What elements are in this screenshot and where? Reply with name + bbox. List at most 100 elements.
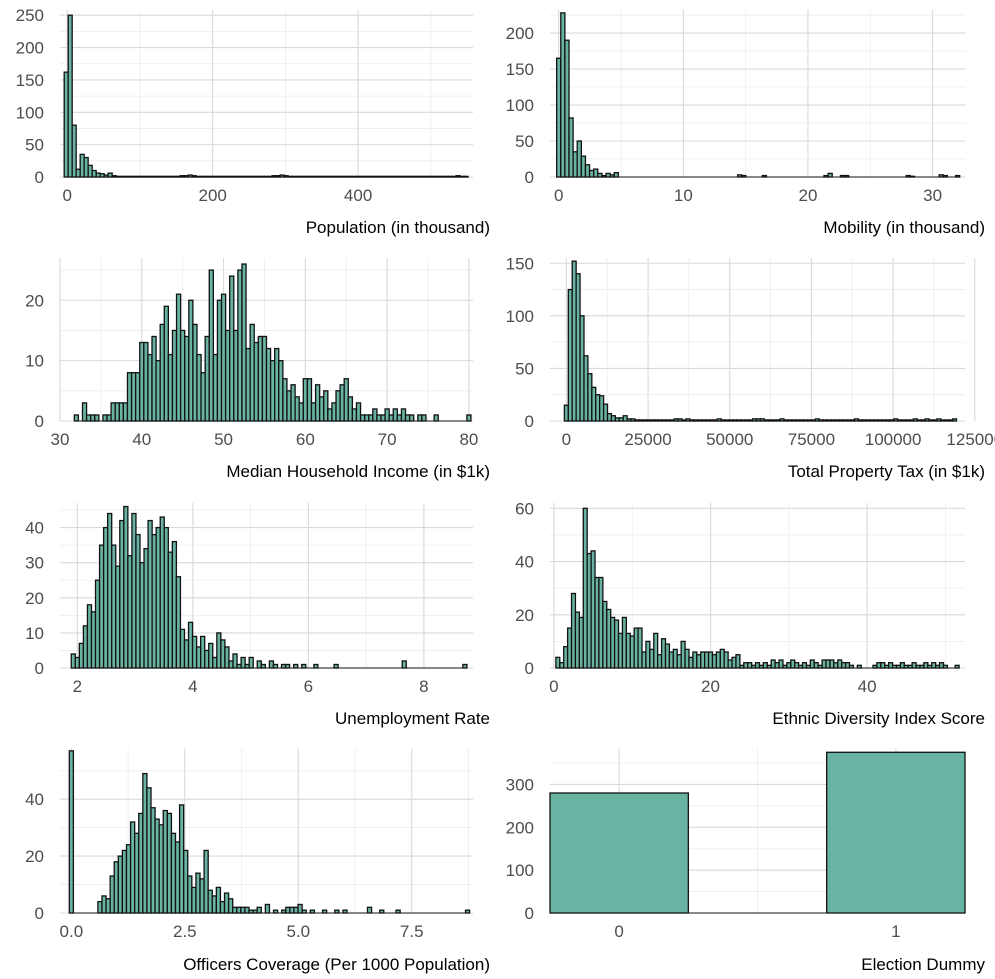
y-tick-label: 100 (16, 103, 44, 122)
histogram-bars (556, 12, 961, 178)
x-tick-label: 100000 (865, 430, 922, 449)
x-tick-label: 200 (199, 186, 227, 205)
x-tick-label: 2 (73, 677, 82, 696)
histogram-bars (68, 750, 471, 914)
histogram-bar (366, 906, 373, 914)
histogram-bar (94, 414, 100, 422)
x-axis-title: Total Property Tax (in $1k) (788, 462, 985, 481)
y-tick-label: 0 (525, 904, 534, 923)
x-axis-title: Election Dummy (861, 955, 985, 974)
histogram-bar (613, 172, 620, 178)
histogram-bar (248, 656, 254, 669)
histogram-bar (284, 663, 291, 669)
x-tick-label: 50 (214, 430, 233, 449)
x-axis-title: Median Household Income (in $1k) (226, 462, 490, 481)
x-tick-label: 8 (419, 677, 428, 696)
histogram-panel-8: 0 100 200 300 0 1 Election Dummy (506, 748, 985, 974)
x-tick-label: 0 (63, 186, 72, 205)
histogram-bars (73, 263, 472, 422)
x-tick-label: 50000 (706, 430, 753, 449)
y-tick-label: 0 (35, 904, 44, 923)
histogram-bar (292, 663, 299, 669)
histogram-bar (421, 414, 427, 422)
y-tick-label: 0 (525, 659, 534, 678)
y-tick-label: 40 (25, 790, 44, 809)
x-tick-label: 20 (701, 677, 720, 696)
y-tick-label: 150 (506, 254, 534, 273)
y-tick-label: 40 (515, 553, 534, 572)
y-tick-label: 50 (515, 132, 534, 151)
x-tick-label: 10 (674, 186, 693, 205)
x-tick-label: 0.0 (60, 922, 84, 941)
histogram-bars (549, 751, 966, 914)
x-tick-label: 1 (891, 922, 900, 941)
x-axis-title: Population (in thousand) (306, 218, 490, 237)
y-tick-label: 100 (506, 307, 534, 326)
x-tick-label: 7.5 (400, 922, 424, 941)
y-tick-label: 20 (25, 847, 44, 866)
y-tick-label: 20 (515, 606, 534, 625)
histogram-bar (433, 414, 439, 422)
histogram-bar (401, 660, 407, 669)
histogram-panel-6: 0 20 40 60 0 20 40 Ethnic Diversity Index Score (515, 499, 985, 728)
x-tick-label: 70 (378, 430, 397, 449)
histogram-bars (70, 505, 468, 669)
histogram-bar (462, 663, 468, 669)
x-tick-label: 75000 (788, 430, 835, 449)
histogram-panel-1: 0 50 100 150 200 250 0 200 400 Population (in tho… (16, 6, 490, 237)
histogram-bars (563, 260, 958, 422)
x-tick-label: 30 (923, 186, 942, 205)
x-tick-label: 125000 (946, 430, 995, 449)
y-tick-label: 50 (25, 136, 44, 155)
x-tick-label: 0 (554, 186, 563, 205)
histogram-bar (549, 792, 689, 914)
histogram-panel-5: 0 10 20 30 40 2 4 6 8 Unemployment Rate (25, 503, 490, 728)
y-tick-label: 100 (506, 96, 534, 115)
y-tick-label: 40 (25, 519, 44, 538)
x-tick-label: 400 (344, 186, 372, 205)
histogram-bar (260, 663, 266, 669)
histogram-bar (264, 903, 271, 914)
histogram-panel-7: 0 20 40 0.0 2.5 5.0 7.5 Officers Coverage (Per … (25, 748, 490, 974)
x-tick-label: 40 (858, 677, 877, 696)
x-tick-label: 30 (51, 430, 70, 449)
histogram-panel-3: 0 10 20 30 40 50 60 70 80 Median Household Income… (25, 258, 490, 481)
y-tick-label: 10 (25, 624, 44, 643)
histogram-bar (73, 414, 80, 422)
x-tick-label: 20 (799, 186, 818, 205)
histogram-panel-2: 0 50 100 150 200 0 10 20 30 Mobility (in thousand… (506, 10, 985, 237)
histogram-bar (408, 414, 415, 422)
y-tick-label: 10 (25, 352, 44, 371)
histogram-bar (68, 750, 75, 914)
y-tick-label: 0 (35, 659, 44, 678)
y-tick-label: 0 (525, 412, 534, 431)
histogram-bar (272, 663, 279, 669)
histogram-bar (301, 663, 307, 669)
x-tick-label: 0 (562, 430, 571, 449)
y-tick-label: 30 (25, 554, 44, 573)
y-tick-label: 0 (525, 168, 534, 187)
x-tick-label: 6 (304, 677, 313, 696)
y-tick-label: 0 (35, 168, 44, 187)
y-tick-label: 300 (506, 775, 534, 794)
x-tick-label: 25000 (624, 430, 671, 449)
x-axis-title: Unemployment Rate (335, 709, 490, 728)
x-tick-label: 80 (459, 430, 478, 449)
y-tick-label: 20 (25, 291, 44, 310)
x-tick-label: 0 (614, 922, 623, 941)
y-tick-label: 100 (506, 861, 534, 880)
y-tick-label: 200 (506, 24, 534, 43)
y-tick-label: 60 (515, 499, 534, 518)
y-tick-label: 150 (16, 71, 44, 90)
y-tick-label: 200 (16, 39, 44, 58)
histogram-bar (313, 663, 319, 669)
y-tick-label: 250 (16, 6, 44, 25)
y-tick-label: 50 (515, 359, 534, 378)
x-axis-title: Mobility (in thousand) (823, 218, 985, 237)
histogram-bar (256, 906, 262, 914)
x-tick-label: 5.0 (286, 922, 310, 941)
y-tick-label: 0 (35, 412, 44, 431)
x-tick-label: 40 (132, 430, 151, 449)
histogram-panel-4: 0 50 100 150 0 25000 50000 75000 100000 125000 Tot… (506, 254, 995, 481)
histogram-bar (333, 663, 339, 669)
